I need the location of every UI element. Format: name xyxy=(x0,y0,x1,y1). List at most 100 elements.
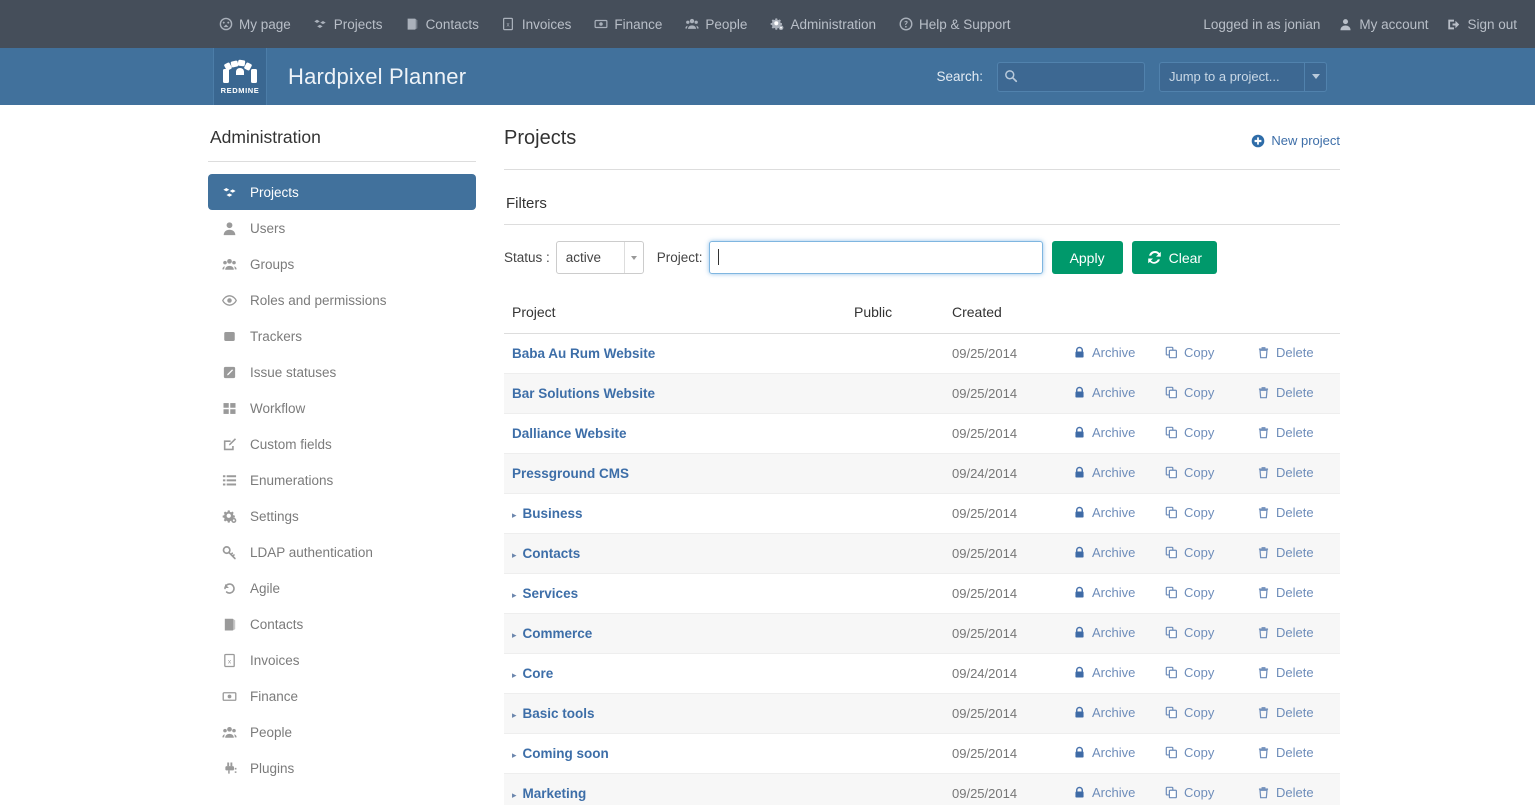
sidebar-item-groups[interactable]: Groups xyxy=(208,246,476,282)
copy-link[interactable]: Copy xyxy=(1164,585,1214,600)
cell-public xyxy=(846,693,944,734)
status-select[interactable]: active xyxy=(555,241,644,274)
column-project[interactable]: Project xyxy=(504,304,846,334)
copy-link[interactable]: Copy xyxy=(1164,505,1214,520)
redmine-logo[interactable]: REDMINE xyxy=(213,48,267,105)
project-link[interactable]: Baba Au Rum Website xyxy=(512,346,656,361)
delete-link[interactable]: Delete xyxy=(1256,385,1314,400)
copy-link[interactable]: Copy xyxy=(1164,665,1214,680)
copy-link[interactable]: Copy xyxy=(1164,425,1214,440)
sidebar-item-enumerations[interactable]: Enumerations xyxy=(208,462,476,498)
cell-archive: Archive xyxy=(1064,773,1156,805)
delete-link[interactable]: Delete xyxy=(1256,665,1314,680)
copy-link[interactable]: Copy xyxy=(1164,705,1214,720)
top-nav-item-people[interactable]: People xyxy=(684,17,747,32)
search-box[interactable] xyxy=(997,61,1145,92)
project-link[interactable]: Coming soon xyxy=(522,746,609,761)
project-link[interactable]: Marketing xyxy=(522,786,587,801)
project-link[interactable]: Dalliance Website xyxy=(512,426,627,441)
delete-link[interactable]: Delete xyxy=(1256,745,1314,760)
expand-triangle-icon[interactable]: ▸ xyxy=(512,510,517,520)
top-nav-item-help-support[interactable]: Help & Support xyxy=(898,17,1011,32)
sidebar-item-issue-statuses[interactable]: Issue statuses xyxy=(208,354,476,390)
delete-link[interactable]: Delete xyxy=(1256,545,1314,560)
project-link[interactable]: Bar Solutions Website xyxy=(512,386,656,401)
copy-link[interactable]: Copy xyxy=(1164,465,1214,480)
filters-title: Filters xyxy=(506,195,547,212)
archive-link[interactable]: Archive xyxy=(1072,625,1135,640)
sidebar-item-custom-fields[interactable]: Custom fields xyxy=(208,426,476,462)
archive-link[interactable]: Archive xyxy=(1072,785,1135,800)
sidebar-item-agile[interactable]: Agile xyxy=(208,570,476,606)
project-link[interactable]: Services xyxy=(522,586,579,601)
archive-link[interactable]: Archive xyxy=(1072,425,1135,440)
archive-link[interactable]: Archive xyxy=(1072,465,1135,480)
my-account-link[interactable]: My account xyxy=(1338,17,1428,32)
new-project-link[interactable]: New project xyxy=(1251,127,1340,148)
archive-link[interactable]: Archive xyxy=(1072,665,1135,680)
expand-triangle-icon[interactable]: ▸ xyxy=(512,590,517,600)
sidebar-item-contacts[interactable]: Contacts xyxy=(208,606,476,642)
delete-link[interactable]: Delete xyxy=(1256,465,1314,480)
sidebar-item-trackers[interactable]: Trackers xyxy=(208,318,476,354)
top-nav-item-my-page[interactable]: My page xyxy=(218,17,291,32)
top-nav-item-contacts[interactable]: Contacts xyxy=(405,17,479,32)
copy-link[interactable]: Copy xyxy=(1164,745,1214,760)
project-link[interactable]: Core xyxy=(522,666,554,681)
expand-triangle-icon[interactable]: ▸ xyxy=(512,630,517,640)
sidebar-item-invoices[interactable]: x Invoices xyxy=(208,642,476,678)
delete-link[interactable]: Delete xyxy=(1256,785,1314,800)
sidebar-item-ldap-authentication[interactable]: LDAP authentication xyxy=(208,534,476,570)
expand-triangle-icon[interactable]: ▸ xyxy=(512,550,517,560)
sidebar-item-plugins[interactable]: Plugins xyxy=(208,750,476,786)
sidebar-item-workflow[interactable]: Workflow xyxy=(208,390,476,426)
sidebar-item-settings[interactable]: Settings xyxy=(208,498,476,534)
clear-button[interactable]: Clear xyxy=(1131,241,1218,274)
top-nav-item-invoices[interactable]: x Invoices xyxy=(501,17,571,32)
copy-link[interactable]: Copy xyxy=(1164,545,1214,560)
archive-link[interactable]: Archive xyxy=(1072,585,1135,600)
archive-link[interactable]: Archive xyxy=(1072,345,1135,360)
archive-link[interactable]: Archive xyxy=(1072,545,1135,560)
apply-button[interactable]: Apply xyxy=(1051,241,1123,274)
top-nav-item-administration[interactable]: Administration xyxy=(769,17,876,32)
archive-link[interactable]: Archive xyxy=(1072,745,1135,760)
cell-created: 09/25/2014 xyxy=(944,693,1064,734)
search-input[interactable] xyxy=(997,61,1145,92)
archive-link[interactable]: Archive xyxy=(1072,505,1135,520)
sidebar-item-users[interactable]: Users xyxy=(208,210,476,246)
delete-link[interactable]: Delete xyxy=(1256,705,1314,720)
column-created[interactable]: Created xyxy=(944,304,1064,334)
project-link[interactable]: Business xyxy=(522,506,583,521)
expand-triangle-icon[interactable]: ▸ xyxy=(512,710,517,720)
sidebar-item-finance[interactable]: Finance xyxy=(208,678,476,714)
column-public[interactable]: Public xyxy=(846,304,944,334)
expand-triangle-icon[interactable]: ▸ xyxy=(512,750,517,760)
jump-to-project-select[interactable]: Jump to a project... xyxy=(1159,61,1327,92)
sidebar-item-people[interactable]: People xyxy=(208,714,476,750)
project-link[interactable]: Basic tools xyxy=(522,706,595,721)
expand-triangle-icon[interactable]: ▸ xyxy=(512,790,517,800)
top-nav-item-projects[interactable]: Projects xyxy=(313,17,383,32)
expand-triangle-icon[interactable]: ▸ xyxy=(512,670,517,680)
delete-link[interactable]: Delete xyxy=(1256,625,1314,640)
delete-link[interactable]: Delete xyxy=(1256,505,1314,520)
sidebar-item-projects[interactable]: Projects xyxy=(208,174,476,210)
archive-link[interactable]: Archive xyxy=(1072,385,1135,400)
sidebar-item-roles-and-permissions[interactable]: Roles and permissions xyxy=(208,282,476,318)
archive-link[interactable]: Archive xyxy=(1072,705,1135,720)
project-link[interactable]: Pressground CMS xyxy=(512,466,630,481)
copy-link[interactable]: Copy xyxy=(1164,345,1214,360)
top-nav-item-finance[interactable]: Finance xyxy=(593,17,662,32)
project-link[interactable]: Commerce xyxy=(522,626,593,641)
copy-link[interactable]: Copy xyxy=(1164,385,1214,400)
copy-link[interactable]: Copy xyxy=(1164,785,1214,800)
copy-icon xyxy=(1164,426,1178,439)
sign-out-link[interactable]: Sign out xyxy=(1446,17,1517,32)
delete-link[interactable]: Delete xyxy=(1256,585,1314,600)
copy-link[interactable]: Copy xyxy=(1164,625,1214,640)
delete-link[interactable]: Delete xyxy=(1256,425,1314,440)
delete-link[interactable]: Delete xyxy=(1256,345,1314,360)
project-link[interactable]: Contacts xyxy=(522,546,581,561)
project-filter-input[interactable] xyxy=(708,241,1043,274)
